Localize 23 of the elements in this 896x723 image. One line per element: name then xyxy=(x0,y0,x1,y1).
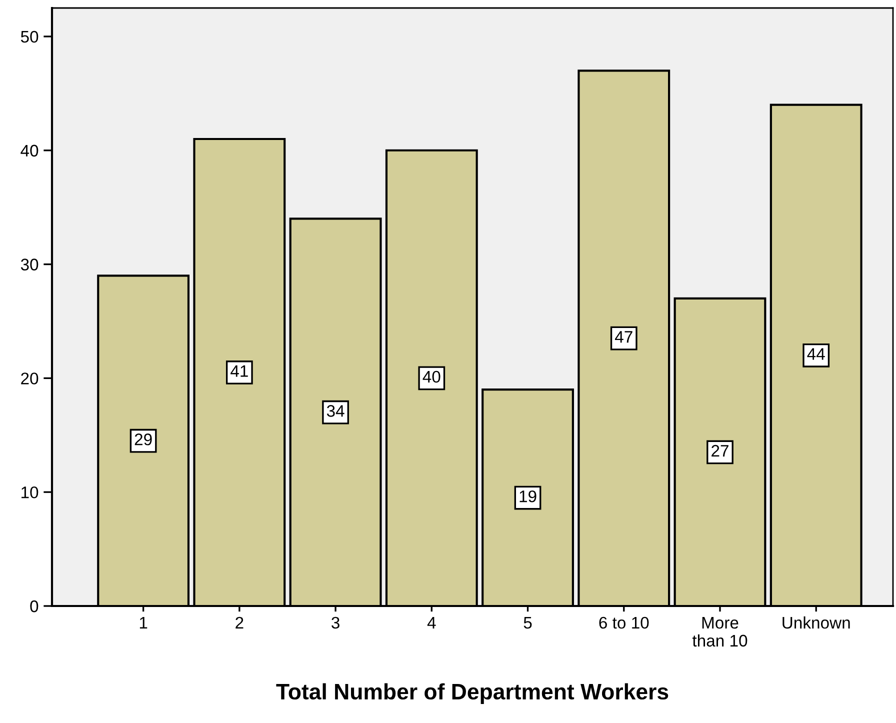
y-tick-label: 30 xyxy=(20,258,38,270)
data-label: 44 xyxy=(807,348,825,360)
x-tick-label: 2 xyxy=(236,616,244,628)
x-tick-label: 5 xyxy=(524,617,532,629)
data-label: 40 xyxy=(422,370,440,383)
data-label: 29 xyxy=(134,434,152,446)
x-tick-label: Unknown xyxy=(782,616,850,629)
x-axis-title: Total Number of Department Workers xyxy=(276,683,668,704)
y-tick-label: 40 xyxy=(20,144,38,157)
y-tick-label: 20 xyxy=(21,372,38,384)
data-label: 41 xyxy=(230,365,248,377)
x-tick-label: 3 xyxy=(332,616,340,629)
x-tick-label: 6 to 10 xyxy=(599,616,649,629)
y-tick-label: 50 xyxy=(20,30,38,43)
data-label: 27 xyxy=(712,444,728,457)
y-tick-label: 0 xyxy=(30,600,38,612)
data-label: 19 xyxy=(520,490,536,502)
data-label: 47 xyxy=(614,331,632,343)
x-tick-label: 1 xyxy=(140,617,148,628)
data-label: 34 xyxy=(326,405,344,417)
y-tick-label: 10 xyxy=(22,486,38,498)
x-tick-label: 4 xyxy=(427,617,436,628)
x-tick-label: More than 10 xyxy=(692,617,748,647)
